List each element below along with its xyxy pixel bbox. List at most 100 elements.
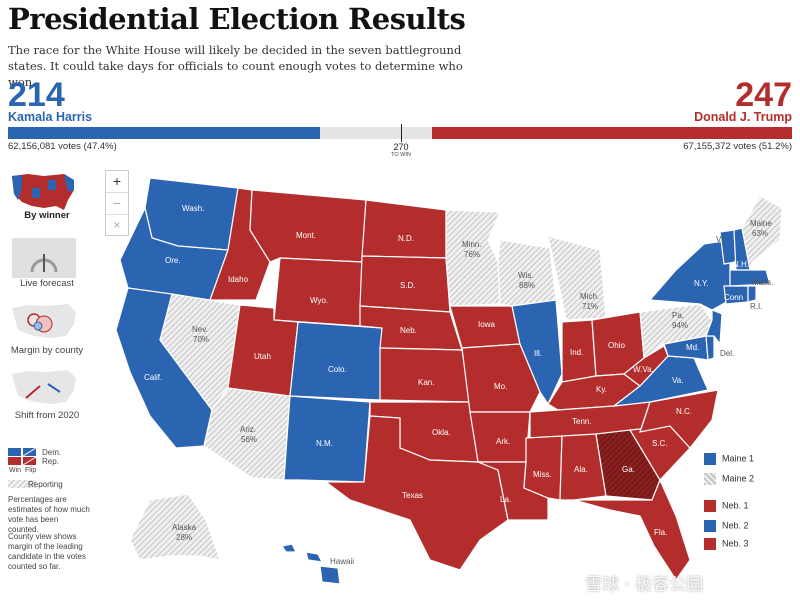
watermark: 雪球 · 极客公园	[585, 575, 704, 595]
label-mo: Mo.	[494, 382, 507, 391]
harris-electoral-votes: 214	[8, 76, 65, 114]
legend-dem: Dem.	[42, 448, 62, 457]
district-neb-2-swatch	[704, 520, 716, 532]
reporting-swatch	[8, 480, 36, 488]
district-neb-1-swatch	[704, 500, 716, 512]
label-ky: Ky.	[596, 385, 607, 394]
label-ga: Ga.	[622, 465, 635, 474]
by-winner-thumbnail[interactable]	[8, 166, 80, 218]
state-de[interactable]	[705, 335, 715, 361]
state-co[interactable]	[289, 321, 383, 401]
label-ak-pct: 28%	[176, 533, 192, 542]
district-neb-3-swatch	[704, 538, 716, 550]
state-wa[interactable]	[144, 177, 239, 251]
district-neb-1: Neb. 1	[704, 500, 749, 512]
label-sd: S.D.	[400, 281, 416, 290]
state-al[interactable]	[559, 433, 607, 501]
state-ak[interactable]	[129, 493, 221, 561]
view-live-forecast[interactable]: Live forecast	[20, 278, 74, 289]
uncalled-bar	[320, 127, 432, 139]
label-hi: Hawaii	[330, 557, 354, 566]
label-vt: Vt.	[716, 235, 726, 244]
state-ny[interactable]	[648, 239, 731, 311]
label-ut: Utah	[254, 352, 271, 361]
district-maine-2-swatch	[704, 473, 716, 485]
state-nm[interactable]	[283, 395, 371, 483]
state-fl[interactable]	[573, 478, 691, 582]
label-az-pct: 56%	[241, 435, 257, 444]
margin-by-county-thumbnail[interactable]	[8, 296, 80, 348]
label-ca: Calif.	[144, 373, 162, 382]
trump-bar	[432, 127, 792, 139]
live-forecast-thumbnail[interactable]	[8, 232, 80, 284]
label-co: Colo.	[328, 365, 347, 374]
state-nj[interactable]	[705, 309, 723, 346]
label-wi: Wis.	[518, 271, 534, 280]
label-nv-pct: 70%	[193, 335, 209, 344]
page-subtitle: The race for the White House will likely…	[8, 43, 463, 89]
label-ok: Okla.	[432, 428, 451, 437]
label-ri: R.I.	[750, 302, 762, 311]
label-mt: Mont.	[296, 231, 316, 240]
legend-flip: Flip	[25, 467, 37, 474]
district-maine-2: Maine 2	[704, 473, 754, 485]
state-me[interactable]	[741, 195, 783, 271]
state-ri[interactable]	[747, 285, 757, 303]
state-mt[interactable]	[249, 189, 367, 263]
label-ak: Alaska	[172, 523, 197, 532]
to-win-number: 270	[393, 142, 409, 152]
state-mi[interactable]	[547, 235, 607, 321]
state-wy[interactable]	[273, 257, 363, 327]
district-neb-3: Neb. 3	[704, 538, 749, 550]
district-maine-1-label: Maine 1	[722, 453, 755, 464]
state-ms[interactable]	[523, 435, 563, 501]
zoom-out-button[interactable]: −	[106, 192, 128, 215]
district-maine-1: Maine 1	[704, 453, 754, 465]
trump-electoral-votes: 247	[735, 76, 792, 114]
zoom-reset-button[interactable]: ×	[113, 218, 121, 232]
legend-swatches	[8, 448, 37, 466]
view-margin-by-county[interactable]: Margin by county	[10, 345, 84, 356]
legend-win: Win	[9, 467, 22, 474]
label-me-pct: 63%	[752, 229, 768, 238]
label-wi-pct: 88%	[519, 281, 535, 290]
state-ma[interactable]	[729, 269, 771, 287]
trump-name: Donald J. Trump	[694, 110, 792, 124]
label-mi: Mich.	[580, 292, 599, 301]
label-pa-pct: 94%	[672, 321, 688, 330]
view-shift-from-2020[interactable]: Shift from 2020	[14, 410, 80, 421]
zoom-control: + − ×	[105, 170, 129, 236]
label-nc: N.C.	[676, 407, 692, 416]
label-ia: Iowa	[478, 320, 495, 329]
label-nd: N.D.	[398, 234, 414, 243]
label-ne: Neb.	[400, 326, 417, 335]
label-ny: N.Y.	[694, 279, 709, 288]
state-ks[interactable]	[379, 347, 471, 403]
label-va: Va.	[672, 376, 683, 385]
label-mn: Minn.	[462, 240, 482, 249]
state-nd[interactable]	[361, 199, 447, 259]
label-ks: Kan.	[418, 378, 434, 387]
label-nm: N.M.	[316, 439, 333, 448]
shift-from-2020-thumbnail[interactable]	[8, 362, 80, 414]
label-fl: Fla.	[654, 528, 667, 537]
label-tx: Texas	[402, 491, 423, 500]
trump-popular-votes: 67,155,372 votes (51.2%)	[683, 141, 792, 152]
label-nh: N.H.	[733, 260, 749, 269]
label-az: Ariz.	[240, 425, 256, 434]
label-id: Idaho	[228, 275, 249, 284]
legend-note-percentages: Percentages are estimates of how much vo…	[8, 495, 90, 534]
district-neb-2-label: Neb. 2	[722, 520, 749, 531]
zoom-in-button[interactable]: +	[112, 173, 122, 189]
label-md: Md.	[686, 343, 699, 352]
state-tx[interactable]	[324, 415, 509, 571]
state-hi[interactable]	[281, 543, 341, 585]
state-mo[interactable]	[461, 343, 541, 413]
label-me: Maine	[750, 219, 772, 228]
label-wa: Wash.	[182, 204, 204, 213]
label-al: Ala.	[574, 465, 588, 474]
view-by-winner[interactable]: By winner	[24, 210, 70, 221]
district-neb-3-label: Neb. 3	[722, 538, 749, 549]
label-mi-pct: 71%	[582, 302, 598, 311]
label-la: La.	[500, 495, 511, 504]
